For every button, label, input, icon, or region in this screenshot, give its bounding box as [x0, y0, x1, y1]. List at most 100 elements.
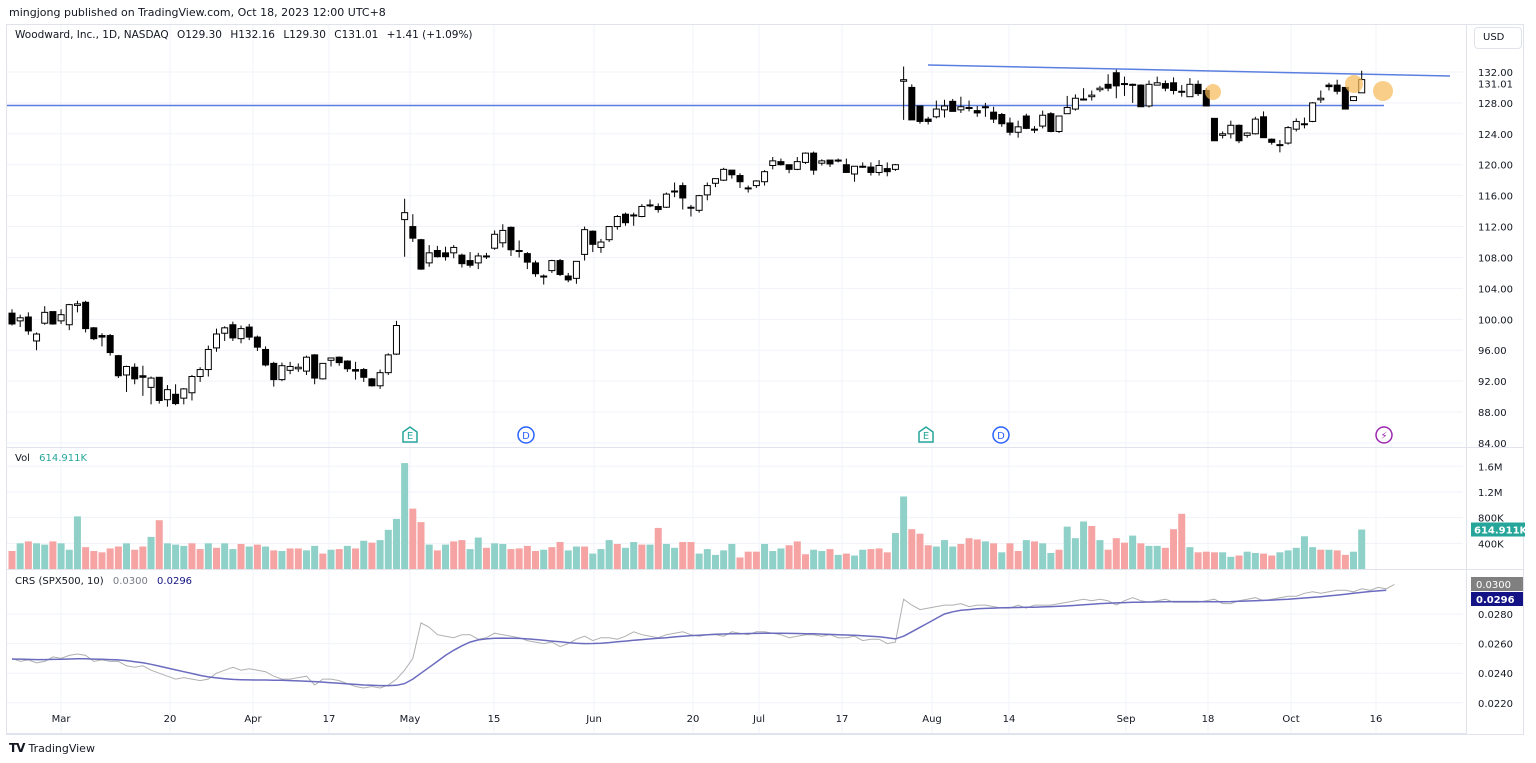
- volume-bar: [1350, 551, 1358, 569]
- crs-legend[interactable]: CRS (SPX500, 10) 0.0300 0.0296: [15, 576, 192, 587]
- volume-bar: [33, 543, 41, 569]
- candle: [793, 156, 801, 171]
- candle: [106, 334, 114, 356]
- candle: [1120, 76, 1128, 96]
- candle: [867, 162, 875, 176]
- candle: [859, 162, 867, 168]
- candle: [1161, 80, 1169, 92]
- candle: [1251, 116, 1259, 135]
- candle: [515, 240, 523, 258]
- volume-bar: [883, 552, 891, 569]
- volume-bar: [1219, 552, 1227, 569]
- volume-bar: [1153, 545, 1161, 569]
- volume-bar: [581, 546, 589, 569]
- highlight-circle: [1205, 84, 1221, 100]
- volume-bar: [458, 540, 466, 569]
- candle: [1022, 113, 1030, 130]
- volume-bar: [16, 543, 24, 569]
- dividend-marker[interactable]: D: [517, 426, 535, 444]
- earnings-marker[interactable]: E: [918, 426, 934, 443]
- crs-lines: [11, 583, 1395, 689]
- volume-bar: [859, 549, 867, 569]
- time-axis-label: 15: [488, 714, 501, 725]
- candle: [49, 311, 57, 325]
- time-axis-label: 14: [1003, 714, 1016, 725]
- candle: [417, 238, 425, 270]
- volume-bar: [196, 549, 204, 569]
- price-axis-label: 120.00: [1478, 161, 1513, 172]
- currency-button[interactable]: USD: [1474, 27, 1522, 49]
- candle: [286, 361, 294, 375]
- volume-bar: [679, 542, 687, 569]
- volume-bar: [1096, 540, 1104, 569]
- candle: [1284, 126, 1292, 145]
- crs-axis-label: 0.0240: [1478, 669, 1513, 680]
- volume-bar: [818, 551, 826, 569]
- tradingview-logo[interactable]: 𝗧𝗩 TradingView: [9, 741, 95, 755]
- candle: [1341, 86, 1349, 110]
- candle: [327, 357, 335, 367]
- volume-bar: [1300, 536, 1308, 569]
- candle: [204, 345, 212, 377]
- candle: [8, 309, 16, 326]
- price-axis-label: 108.00: [1478, 253, 1513, 264]
- time-axis-label: 20: [687, 714, 700, 725]
- candle: [728, 169, 736, 179]
- volume-bar: [1104, 549, 1112, 569]
- candle: [1219, 131, 1227, 139]
- volume-axis-label: 1.2M: [1478, 488, 1503, 499]
- price-axis-label: 124.00: [1478, 130, 1513, 141]
- volume-bar: [1210, 552, 1218, 569]
- volume-bar: [213, 547, 220, 569]
- crs-value-1: 0.0300: [112, 576, 148, 587]
- split-marker[interactable]: ⚡: [1375, 426, 1393, 444]
- volume-bar: [294, 548, 302, 569]
- symbol-legend[interactable]: Woodward, Inc., 1D, NASDAQ O129.30 H132.…: [15, 29, 478, 41]
- earnings-marker[interactable]: E: [402, 426, 418, 443]
- volume-bar: [319, 553, 327, 569]
- time-axis-label: May: [400, 714, 421, 725]
- volume-bar: [891, 533, 899, 569]
- volume-bar: [1039, 543, 1047, 569]
- candle: [981, 102, 989, 117]
- candle: [662, 192, 670, 209]
- volume-bar: [1170, 529, 1178, 569]
- volume-bar: [311, 545, 319, 569]
- candle: [1292, 118, 1300, 132]
- candle: [523, 252, 531, 270]
- volume-bar: [810, 549, 818, 569]
- svg-text:0.0300: 0.0300: [1476, 580, 1511, 591]
- candle: [442, 246, 450, 261]
- candle: [875, 160, 883, 176]
- volume-bar: [286, 548, 294, 569]
- candle: [900, 66, 908, 120]
- candle: [196, 367, 204, 382]
- candle: [188, 374, 196, 401]
- svg-text:E: E: [923, 431, 929, 442]
- volume-legend[interactable]: Vol 614.911K: [15, 453, 87, 464]
- price-axis-label: 84.00: [1478, 439, 1507, 450]
- volume-bar: [155, 520, 163, 569]
- volume-bar: [662, 543, 670, 569]
- candle: [556, 259, 564, 277]
- candle: [1186, 78, 1194, 98]
- volume-bar: [1006, 543, 1014, 569]
- volume-bar: [842, 553, 850, 569]
- volume-bar: [1120, 542, 1128, 569]
- last-price-label: 131.01: [1478, 80, 1513, 91]
- candle: [458, 253, 466, 268]
- candle: [1276, 139, 1284, 153]
- dividend-marker[interactable]: D: [992, 426, 1010, 444]
- candle: [891, 163, 899, 171]
- candle: [801, 152, 809, 164]
- time-axis-label: Jun: [585, 714, 602, 725]
- price-axis-label: 92.00: [1478, 377, 1507, 388]
- candle: [229, 321, 237, 341]
- symbol-title: Woodward, Inc., 1D, NASDAQ: [15, 29, 169, 41]
- candle: [163, 385, 171, 407]
- candle: [491, 230, 499, 250]
- volume-bar: [262, 546, 270, 569]
- candle: [16, 314, 24, 328]
- ohlc-close: C131.01: [334, 29, 379, 41]
